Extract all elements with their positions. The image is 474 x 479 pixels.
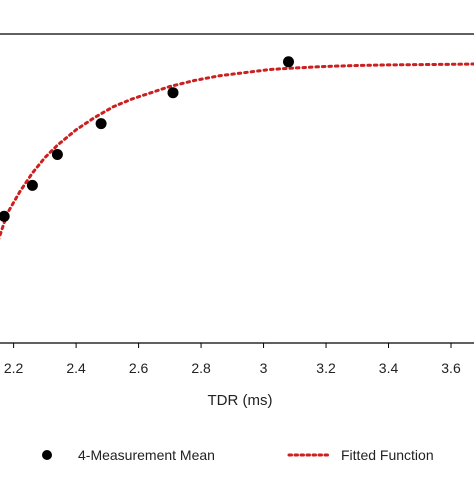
x-tick-label: 2.8 <box>191 360 211 376</box>
legend-label-fit: Fitted Function <box>341 447 434 463</box>
data-point <box>51 149 63 160</box>
axes: 2.2 2.4 2.6 2.8 3 3.2 3.4 3.6 <box>0 33 474 376</box>
legend: 4-Measurement Mean Fitted Function <box>42 447 434 463</box>
legend-label-mean: 4-Measurement Mean <box>78 447 215 463</box>
data-point <box>283 56 294 68</box>
legend-marker-mean <box>42 450 52 460</box>
data-point <box>26 179 38 191</box>
x-tick-label: 2.2 <box>4 360 24 376</box>
x-tick-label: 3.2 <box>316 360 336 376</box>
fitted-function-line <box>0 62 474 240</box>
x-tick-label: 3 <box>260 360 268 376</box>
x-axis-label: TDR (ms) <box>208 392 273 409</box>
data-point <box>167 87 179 99</box>
x-tick-label: 3.6 <box>441 360 461 376</box>
x-tick-label: 2.4 <box>66 360 86 376</box>
data-point <box>95 118 107 130</box>
x-tick-label: 3.4 <box>379 360 399 376</box>
x-tick-label: 2.6 <box>129 360 149 376</box>
plot-area <box>0 56 474 240</box>
data-point <box>0 210 10 222</box>
